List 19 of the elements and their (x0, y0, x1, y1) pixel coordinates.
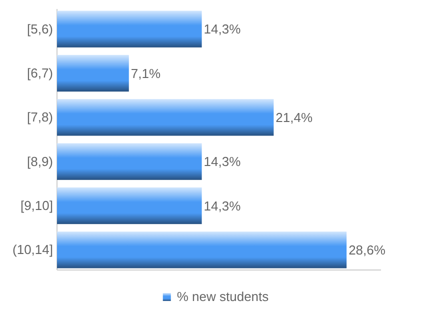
data-label: 14,3% (204, 22, 242, 37)
legend-label: % new students (176, 289, 270, 304)
y-tick-label: [6,7) (26, 65, 53, 80)
data-label: 7,1% (130, 66, 161, 81)
y-tick-label: [9,10] (20, 198, 53, 213)
bar (57, 143, 202, 180)
data-label: 14,3% (204, 198, 242, 214)
y-tick-label: (10,14] (12, 242, 53, 258)
bar (57, 232, 347, 268)
y-tick-label: [8,9) (26, 154, 53, 169)
data-label: 28,6% (348, 242, 386, 258)
bar (57, 99, 274, 136)
y-tick-label: [5,6) (26, 21, 53, 36)
y-tick-label: [7,8) (26, 110, 53, 125)
bar (57, 10, 202, 48)
data-label: 14,3% (204, 154, 242, 170)
data-label: 21,4% (276, 110, 313, 125)
bar (57, 54, 129, 92)
bar (57, 187, 202, 224)
